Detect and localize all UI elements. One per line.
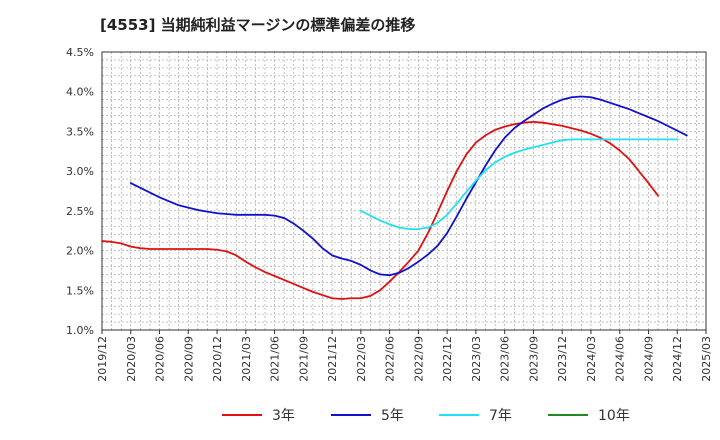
x-tick-label: 2020/06 (154, 336, 167, 382)
axes: 1.0% 1.5% 2.0% 2.5% 3.0% 3.5% 4.0% 4.5% 2019/12 2… (66, 46, 713, 382)
x-tick-label: 2019/12 (96, 336, 109, 382)
legend-swatch (548, 414, 588, 416)
x-tick-label: 2023/09 (527, 336, 540, 382)
legend-swatch (331, 414, 371, 416)
x-tick-label: 2021/12 (326, 336, 339, 382)
plot-frame (101, 51, 707, 331)
x-tick-label: 2020/12 (211, 336, 224, 382)
x-tick-label: 2020/03 (125, 336, 138, 382)
plot-background (102, 52, 706, 330)
grid-lines (101, 51, 707, 331)
legend: 3年 5年 7年 10年 (0, 402, 720, 428)
x-tick-label: 2022/06 (384, 336, 397, 382)
x-tick-label: 2023/03 (470, 336, 483, 382)
legend-label: 7年 (489, 408, 512, 424)
x-tick-label: 2025/03 (700, 336, 713, 382)
x-tick-label: 2023/12 (556, 336, 569, 382)
legend-label: 5年 (381, 408, 404, 424)
legend-item: 3年 (222, 402, 295, 428)
legend-swatch (222, 414, 262, 416)
x-tick-label: 2022/09 (412, 336, 425, 382)
y-tick-label: 3.0% (66, 165, 94, 178)
x-tick-label: 2021/06 (269, 336, 282, 382)
y-tick-label: 4.0% (66, 86, 94, 99)
series-line-3年 (101, 121, 659, 300)
y-tick-label: 4.5% (66, 46, 94, 59)
x-tick-label: 2024/09 (642, 336, 655, 382)
chart-title: [4553] 当期純利益マージンの標準偏差の推移 (100, 16, 416, 34)
plot-area: 1.0% 1.5% 2.0% 2.5% 3.0% 3.5% 4.0% 4.5% 2019/12 2… (66, 46, 713, 382)
series-lines (101, 95, 688, 300)
x-tick-label: 2024/06 (614, 336, 627, 382)
x-tick-label: 2021/03 (240, 336, 253, 382)
x-tick-label: 2024/12 (671, 336, 684, 382)
legend-item: 5年 (331, 402, 404, 428)
x-tick-label: 2021/09 (297, 336, 310, 382)
x-tick-label: 2022/12 (441, 336, 454, 382)
y-tick-label: 1.5% (66, 284, 94, 297)
legend-item: 10年 (548, 402, 630, 428)
y-tick-label: 1.0% (66, 324, 94, 337)
legend-label: 10年 (598, 408, 630, 424)
y-tick-label: 2.0% (66, 245, 94, 258)
x-tick-label: 2023/06 (499, 336, 512, 382)
y-tick-label: 2.5% (66, 205, 94, 218)
x-tick-label: 2020/09 (182, 336, 195, 382)
series-line-7年 (359, 138, 679, 231)
legend-label: 3年 (272, 408, 295, 424)
y-tick-label: 3.5% (66, 125, 94, 138)
legend-swatch (439, 414, 479, 416)
x-tick-label: 2024/03 (585, 336, 598, 382)
legend-item: 7年 (439, 402, 512, 428)
x-tick-label: 2022/03 (355, 336, 368, 382)
series-line-5年 (129, 95, 688, 277)
